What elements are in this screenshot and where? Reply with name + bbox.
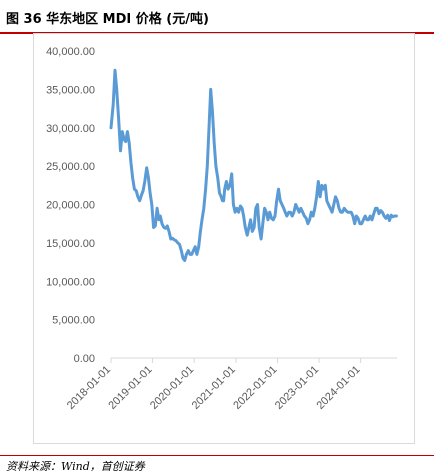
mdi-price-line-chart: 0.00 5,000.00 10,000.00 15,000.00 20,000.00 2… (46, 46, 398, 412)
y-tick-label: 10,000.00 (46, 276, 95, 288)
source-note: 资料来源：Wind，首创证券 (6, 460, 145, 473)
x-tick-label: 2023-01-01 (273, 364, 321, 412)
series-line-mdi-price (109, 68, 398, 262)
y-tick-label: 15,000.00 (46, 238, 95, 250)
y-axis-ticks: 0.00 5,000.00 10,000.00 15,000.00 20,000.00 2… (46, 46, 95, 365)
y-tick-label: 20,000.00 (46, 200, 95, 212)
y-tick-label: 35,000.00 (46, 84, 95, 96)
y-tick-label: 40,000.00 (46, 46, 95, 58)
bottom-divider (0, 455, 434, 456)
x-tick-label: 2019-01-01 (106, 364, 154, 412)
x-tick-label: 2021-01-01 (190, 364, 238, 412)
x-axis-ticks: 2018-01-012019-01-012020-01-012021-01-01… (65, 358, 363, 412)
x-tick-label: 2018-01-01 (65, 364, 113, 412)
x-tick-label: 2022-01-01 (231, 364, 279, 412)
y-tick-label: 5,000.00 (52, 315, 95, 327)
y-tick-label: 25,000.00 (46, 161, 95, 173)
x-tick-label: 2024-01-01 (314, 364, 362, 412)
y-tick-label: 30,000.00 (46, 123, 95, 135)
chart-frame (33, 33, 415, 444)
figure-title: 图 36 华东地区 MDI 价格 (元/吨) (6, 12, 209, 27)
x-tick-label: 2020-01-01 (148, 364, 196, 412)
y-tick-label: 0.00 (74, 353, 95, 365)
